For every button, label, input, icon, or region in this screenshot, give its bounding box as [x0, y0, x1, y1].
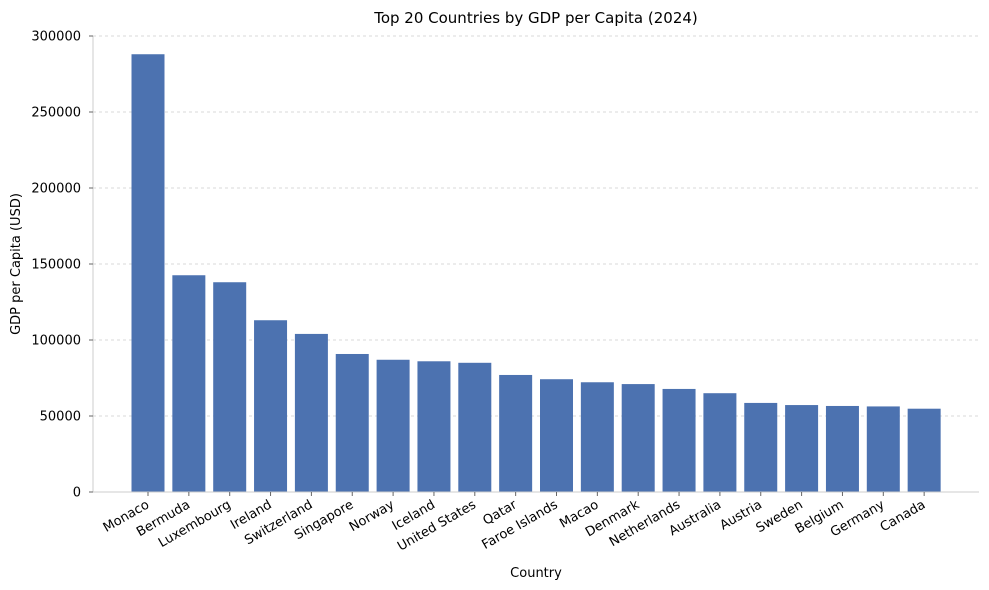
y-tick-label: 100000: [31, 334, 81, 349]
bar-canada: [907, 408, 941, 492]
x-axis-label: Country: [510, 566, 562, 581]
bar-monaco: [131, 54, 165, 493]
y-tick-label: 150000: [31, 258, 81, 273]
y-axis-ticks: 0 50000 100000 150000 200000 250000 300000: [31, 30, 93, 501]
x-tick-label: Canada: [878, 497, 928, 535]
bar-austria: [744, 402, 778, 492]
bar-luxembourg: [213, 282, 247, 492]
y-tick-label: 0: [73, 486, 81, 501]
y-tick-label: 50000: [40, 410, 81, 425]
y-tick-label: 250000: [31, 106, 81, 121]
chart-title: Top 20 Countries by GDP per Capita (2024…: [373, 9, 698, 27]
x-tick-label: Norway: [347, 497, 397, 535]
bar-switzerland: [294, 333, 328, 492]
bar-bermuda: [172, 275, 206, 492]
x-axis-ticks: MonacoBermudaLuxembourgIrelandSwitzerlan…: [101, 492, 928, 554]
bar-australia: [703, 393, 737, 492]
y-tick-label: 300000: [31, 30, 81, 45]
bar-belgium: [825, 405, 859, 492]
bar-faroe-islands: [540, 379, 573, 492]
bar-netherlands: [662, 388, 696, 492]
y-tick-label: 200000: [31, 182, 81, 197]
bar-singapore: [335, 353, 369, 492]
bar-germany: [866, 406, 900, 492]
bar-sweden: [785, 405, 819, 492]
y-axis-label: GDP per Capita (USD): [9, 193, 24, 335]
bar-ireland: [254, 320, 288, 492]
bars: [131, 54, 941, 493]
bar-iceland: [417, 361, 451, 492]
bar-norway: [376, 359, 410, 492]
bar-qatar: [499, 374, 533, 492]
bar-united-states: [458, 362, 492, 492]
bar-macao: [580, 382, 614, 492]
bar-denmark: [621, 384, 655, 492]
